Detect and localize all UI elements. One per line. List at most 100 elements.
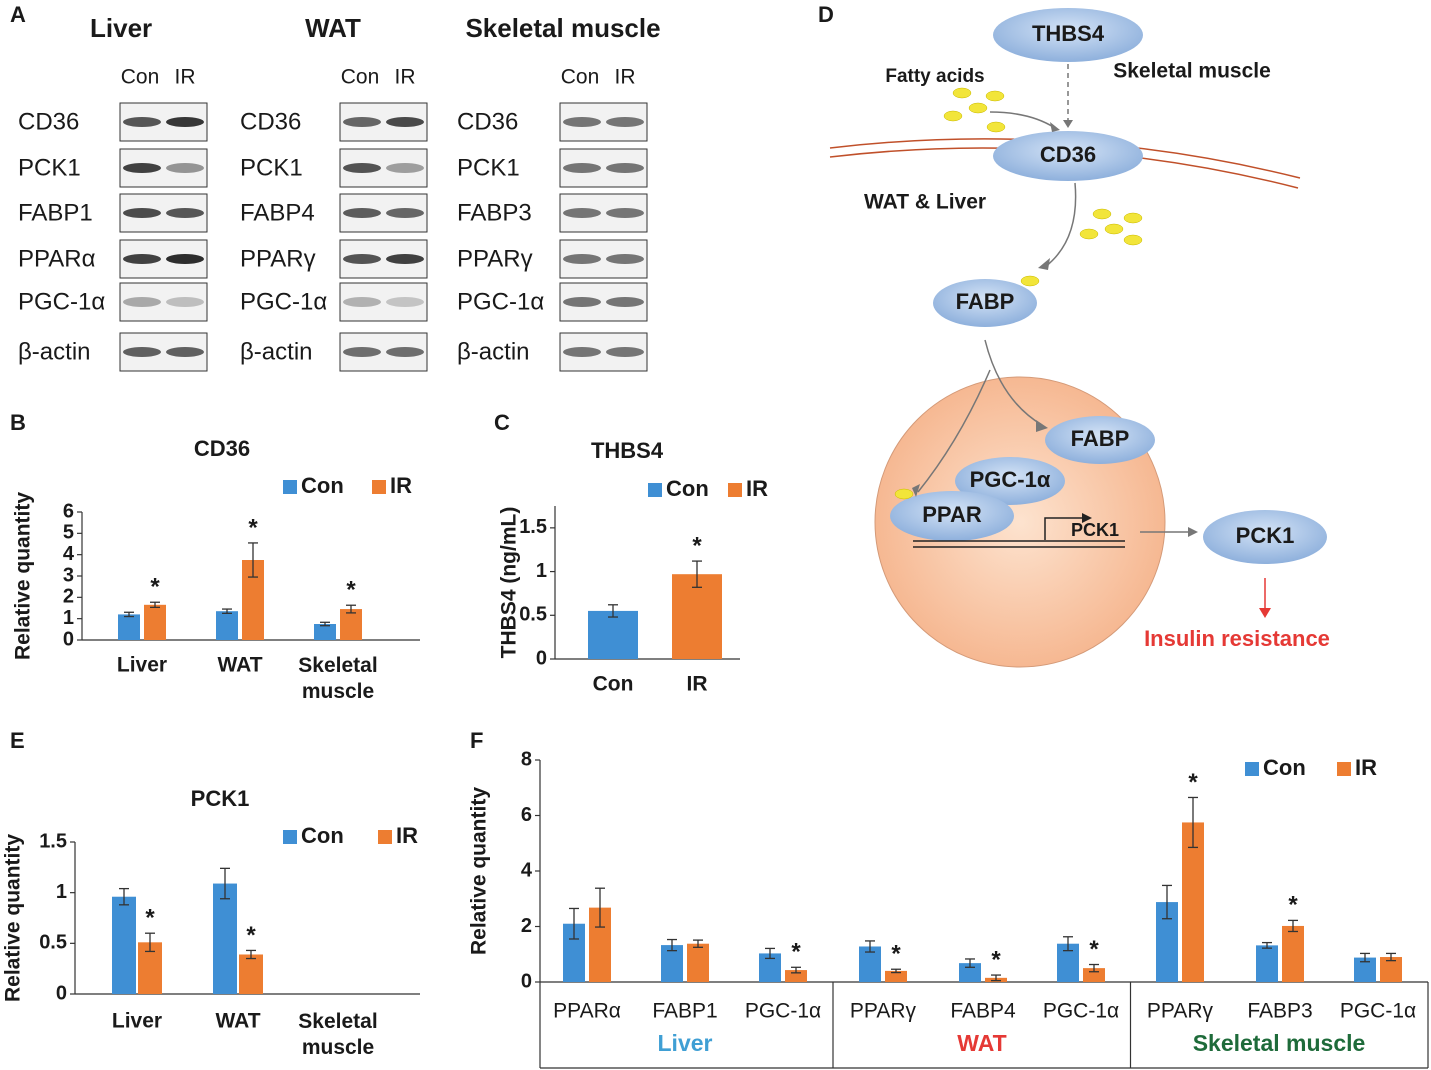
chart-title: CD36	[194, 436, 250, 461]
node-label: PPAR	[922, 502, 982, 527]
node	[993, 8, 1143, 62]
y-tick-label: 8	[521, 748, 532, 770]
blot-band	[563, 163, 601, 173]
x-tick-label: FABP4	[950, 1000, 1016, 1023]
tissue-title: Skeletal muscle	[465, 13, 660, 43]
bar	[1156, 902, 1178, 982]
error-bar	[791, 966, 801, 974]
legend-label: Con	[666, 476, 709, 501]
x-tick-label: PPARγ	[1147, 1000, 1214, 1023]
label: WAT & Liver	[864, 191, 986, 214]
x-tick-label: PPARγ	[850, 1000, 917, 1023]
bar	[144, 604, 166, 640]
blot-band	[343, 163, 381, 173]
significance-label: *	[991, 946, 1001, 973]
protein-label: PPARγ	[457, 245, 533, 272]
blot-box	[339, 282, 428, 322]
blot-band	[563, 297, 601, 307]
x-tick-label: Con	[593, 673, 634, 696]
blot-band	[166, 297, 204, 307]
protein-label: PGC-1α	[457, 288, 544, 315]
y-axis-label: Relative quantity	[468, 787, 491, 955]
x-tick-label: PGC-1α	[1043, 1000, 1119, 1023]
blot-band	[166, 163, 204, 173]
error-bar	[320, 621, 330, 627]
lane-label: IR	[175, 66, 196, 89]
legend-swatch	[648, 483, 662, 497]
y-tick-label: 1	[536, 560, 547, 582]
blot-band	[123, 347, 161, 357]
x-tick-label: FABP3	[1247, 1000, 1312, 1023]
bar	[687, 943, 709, 982]
arrows	[913, 64, 1266, 610]
legend-swatch	[283, 830, 297, 844]
bar	[340, 609, 362, 640]
y-tick-label: 0	[536, 647, 547, 669]
x-tick-label: PPARα	[553, 1000, 621, 1023]
significance-label: *	[246, 922, 256, 949]
x-tick-label: IR	[687, 673, 708, 696]
error-bar	[595, 887, 605, 928]
bar	[112, 896, 136, 994]
error-bar	[248, 542, 258, 578]
lane-label: Con	[341, 66, 380, 89]
chart-title: THBS4	[591, 438, 664, 463]
error-bar	[346, 604, 356, 614]
lane-label: Con	[121, 66, 160, 89]
blot-box	[119, 282, 208, 322]
legend-swatch	[1245, 762, 1259, 776]
error-bar	[891, 968, 901, 974]
legend-swatch	[372, 480, 386, 494]
x-tick-label: FABP1	[652, 1000, 717, 1023]
node-label: FABP	[1071, 426, 1130, 451]
blot-band	[166, 117, 204, 127]
y-axis-label: Relative quantity	[12, 492, 35, 660]
diagram: THBS4 Skeletal muscle Fatty acids CD36 W…	[829, 8, 1330, 668]
bar	[563, 923, 585, 982]
error-bar	[124, 611, 134, 618]
blot-band	[123, 254, 161, 264]
x-tick-label: PGC-1α	[745, 1000, 821, 1023]
blot-band	[606, 297, 644, 307]
error-bar	[1162, 884, 1172, 920]
protein-label: CD36	[18, 108, 79, 135]
node-label: FABP	[956, 289, 1015, 314]
protein-label: PGC-1α	[18, 288, 105, 315]
protein-label: PCK1	[18, 154, 81, 181]
blot-band	[166, 347, 204, 357]
x-tick-label: WAT	[215, 1010, 260, 1033]
x-tick-label: Skeletal muscle	[298, 1010, 377, 1059]
protein-label: PPARα	[18, 245, 96, 272]
bar	[118, 614, 140, 640]
y-tick-label: 2	[521, 915, 532, 937]
error-bar	[569, 907, 579, 940]
node	[933, 279, 1037, 327]
bar	[589, 907, 611, 982]
legend-swatch	[728, 483, 742, 497]
protein-label: CD36	[240, 108, 301, 135]
protein-label: PCK1	[240, 154, 303, 181]
bar	[1083, 968, 1105, 982]
y-tick-label: 0	[56, 982, 67, 1004]
bar	[213, 883, 237, 994]
error-bar	[222, 608, 232, 614]
bar	[1057, 943, 1079, 982]
blot-band	[166, 254, 204, 264]
arrowheads	[912, 120, 1271, 618]
label: Skeletal muscle	[1113, 60, 1271, 83]
error-bar	[119, 887, 129, 906]
blot-band	[563, 254, 601, 264]
error-bar	[1089, 963, 1099, 973]
error-bar	[246, 949, 256, 960]
error-bar	[693, 939, 703, 948]
y-tick-label: 6	[521, 804, 532, 826]
error-bar	[608, 604, 618, 618]
x-tick-label: Liver	[112, 1010, 162, 1033]
x-tick-label: Skeletal muscle	[298, 654, 377, 703]
y-tick-label: 3	[63, 564, 74, 586]
protein-label: PCK1	[457, 154, 520, 181]
legend-label: IR	[1355, 755, 1377, 780]
panel-letter: B	[10, 410, 26, 435]
error-bar	[1188, 796, 1198, 849]
